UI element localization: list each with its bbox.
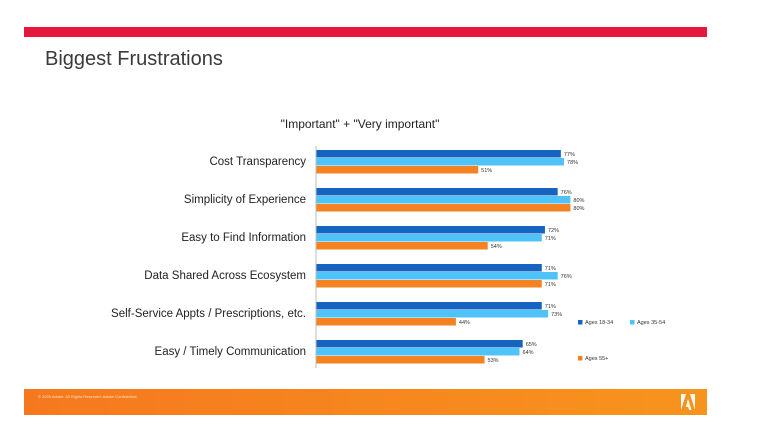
accent-bar (24, 27, 707, 37)
bar (316, 318, 456, 326)
data-label: 80% (573, 198, 584, 204)
legend-label: Ages 55+ (585, 356, 608, 362)
adobe-logo-icon (681, 394, 695, 410)
bar (316, 348, 520, 356)
data-label: 80% (573, 206, 584, 212)
footer-bar: © 2020 Adobe. All Rights Reserved. Adobe… (24, 389, 707, 415)
bar (316, 166, 479, 174)
legend-swatch (630, 320, 635, 325)
bar (316, 204, 571, 212)
data-label: 71% (545, 236, 556, 242)
bar (316, 188, 558, 196)
bar (316, 272, 558, 280)
legend-label: Ages 18-34 (585, 320, 613, 326)
data-label: 65% (526, 342, 537, 348)
bar (316, 158, 565, 166)
data-label: 44% (459, 320, 470, 326)
copyright-text: © 2020 Adobe. All Rights Reserved. Adobe… (38, 394, 138, 399)
category-label: Easy / Timely Communication (155, 346, 306, 358)
bar (316, 264, 542, 272)
category-label: Simplicity of Experience (184, 194, 306, 206)
category-label: Self-Service Appts / Prescriptions, etc. (111, 308, 306, 320)
legend-swatch (578, 356, 583, 361)
bar (316, 242, 488, 250)
chart-title: "Important" + "Very important" (281, 117, 440, 131)
data-label: 76% (561, 190, 572, 196)
data-label: 64% (523, 350, 534, 356)
bar (316, 310, 549, 318)
data-label: 54% (491, 244, 502, 250)
data-label: 53% (488, 358, 499, 364)
bar (316, 234, 542, 242)
bar (316, 302, 542, 310)
data-label: 71% (545, 304, 556, 310)
data-label: 71% (545, 266, 556, 272)
bar (316, 226, 545, 234)
data-label: 72% (548, 228, 559, 234)
category-label: Cost Transparency (209, 156, 306, 168)
data-label: 71% (545, 282, 556, 288)
legend-label: Ages 35-54 (637, 320, 665, 326)
category-label: Easy to Find Information (181, 232, 306, 244)
category-label: Data Shared Across Ecosystem (144, 270, 306, 282)
data-label: 76% (561, 274, 572, 280)
data-label: 51% (481, 168, 492, 174)
legend-swatch (578, 320, 583, 325)
bar (316, 340, 523, 348)
data-label: 78% (567, 160, 578, 166)
bar (316, 150, 561, 158)
bar (316, 356, 485, 364)
bar (316, 196, 571, 204)
data-label: 73% (551, 312, 562, 318)
slide-title: Biggest Frustrations (45, 48, 223, 70)
data-label: 77% (564, 152, 575, 158)
bar (316, 280, 542, 288)
